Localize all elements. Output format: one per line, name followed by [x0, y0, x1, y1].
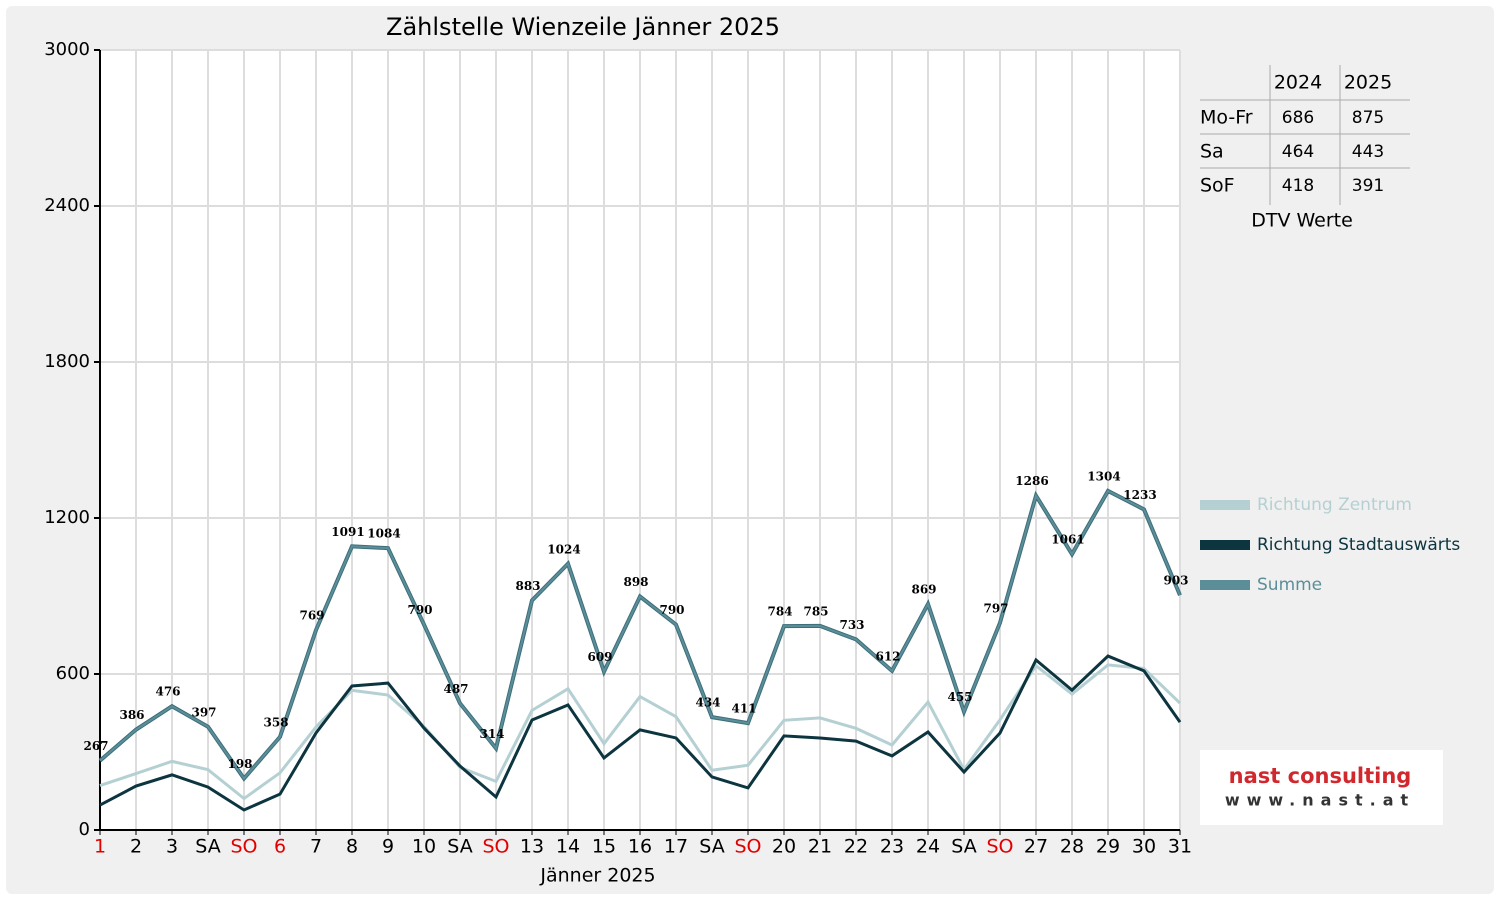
data-label: 612: [875, 649, 900, 663]
data-label: 1024: [547, 542, 580, 556]
data-label: 386: [119, 708, 144, 722]
data-label: 733: [839, 618, 864, 632]
line: [99, 663, 1182, 801]
data-label: 487: [443, 682, 468, 696]
x-tick-label: 29: [1096, 836, 1120, 858]
x-tick-label: 7: [310, 836, 322, 858]
x-tick-label: 30: [1132, 836, 1156, 858]
data-label: 797: [983, 601, 1008, 615]
data-label: 397: [191, 705, 216, 719]
table-cell: 875: [1352, 108, 1384, 128]
table-cell: Mo-Fr: [1200, 107, 1253, 129]
data-label: 898: [623, 575, 648, 589]
x-tick-label: 6: [274, 836, 286, 858]
legend-swatch: [1200, 500, 1250, 510]
x-tick-label: 1: [94, 836, 106, 858]
line: [99, 489, 1181, 781]
data-label: 790: [407, 603, 432, 617]
table-cell: SoF: [1200, 175, 1235, 197]
x-tick-label: SO: [734, 836, 761, 858]
line: [99, 654, 1182, 812]
data-label: 434: [695, 696, 720, 710]
logo-box: [1200, 750, 1443, 825]
x-tick-label: 14: [556, 836, 580, 858]
table-header: 2025: [1344, 72, 1392, 94]
x-tick-label: 21: [808, 836, 832, 858]
table-cell: 464: [1282, 142, 1314, 162]
data-label: 198: [227, 757, 252, 771]
legend-label: Summe: [1257, 575, 1322, 595]
y-tick-label: 2400: [44, 195, 90, 216]
x-tick-label: 10: [412, 836, 436, 858]
x-tick-label: 13: [520, 836, 544, 858]
x-tick-label: 23: [880, 836, 904, 858]
y-tick-label: 1800: [44, 351, 90, 372]
legend-label: Richtung Zentrum: [1257, 495, 1412, 515]
y-tick-label: 600: [56, 663, 90, 684]
table-caption: DTV Werte: [1251, 210, 1353, 232]
x-tick-label: SO: [986, 836, 1013, 858]
data-label: 1286: [1015, 474, 1048, 488]
data-label: 455: [947, 690, 972, 704]
x-tick-label: 2: [130, 836, 142, 858]
data-label: 1084: [367, 527, 400, 541]
legend-swatch: [1200, 580, 1250, 590]
data-label: 267: [83, 739, 108, 753]
x-tick-label: SA: [447, 836, 472, 858]
y-tick-label: 1200: [44, 507, 90, 528]
x-axis-label: Jänner 2025: [539, 865, 655, 887]
x-tick-label: SA: [195, 836, 220, 858]
chart-title: Zählstelle Wienzeile Jänner 2025: [386, 13, 780, 41]
table-cell: 443: [1352, 142, 1384, 162]
data-label: 1233: [1123, 488, 1156, 502]
x-tick-label: 3: [166, 836, 178, 858]
logo-name: nast consulting: [1229, 764, 1412, 788]
x-tick-label: SO: [482, 836, 509, 858]
data-label: 1091: [331, 525, 364, 539]
x-tick-label: 27: [1024, 836, 1048, 858]
data-label: 785: [803, 604, 828, 618]
legend-swatch: [1200, 540, 1250, 550]
data-label: 883: [515, 579, 540, 593]
data-label: 609: [587, 650, 612, 664]
x-tick-label: 24: [916, 836, 940, 858]
table-cell: 391: [1352, 176, 1384, 196]
logo-url: www.nast.at: [1225, 791, 1415, 810]
table-cell: Sa: [1200, 141, 1224, 163]
data-label: 784: [767, 605, 792, 619]
legend-label: Richtung Stadtauswärts: [1257, 535, 1460, 555]
y-tick-label: 3000: [44, 39, 90, 60]
x-tick-label: 22: [844, 836, 868, 858]
data-label: 1061: [1051, 533, 1084, 547]
x-tick-label: SA: [699, 836, 724, 858]
x-tick-label: SA: [951, 836, 976, 858]
y-tick-label: 0: [79, 819, 90, 840]
x-tick-label: 17: [664, 836, 688, 858]
data-label: 769: [299, 609, 324, 623]
table-header: 2024: [1274, 72, 1322, 94]
table-cell: 686: [1282, 108, 1314, 128]
data-label: 1304: [1087, 469, 1120, 483]
data-label: 314: [479, 727, 504, 741]
x-tick-label: 8: [346, 836, 358, 858]
x-tick-label: SO: [230, 836, 257, 858]
x-tick-label: 9: [382, 836, 394, 858]
x-tick-label: 16: [628, 836, 652, 858]
x-tick-label: 20: [772, 836, 796, 858]
data-label: 358: [263, 715, 288, 729]
data-label: 790: [659, 603, 684, 617]
data-label: 476: [155, 685, 180, 699]
x-tick-label: 15: [592, 836, 616, 858]
data-label: 869: [911, 583, 936, 597]
data-label: 903: [1163, 574, 1188, 588]
x-tick-label: 31: [1168, 836, 1192, 858]
x-tick-label: 28: [1060, 836, 1084, 858]
table-cell: 418: [1282, 176, 1314, 196]
data-label: 411: [731, 702, 756, 716]
